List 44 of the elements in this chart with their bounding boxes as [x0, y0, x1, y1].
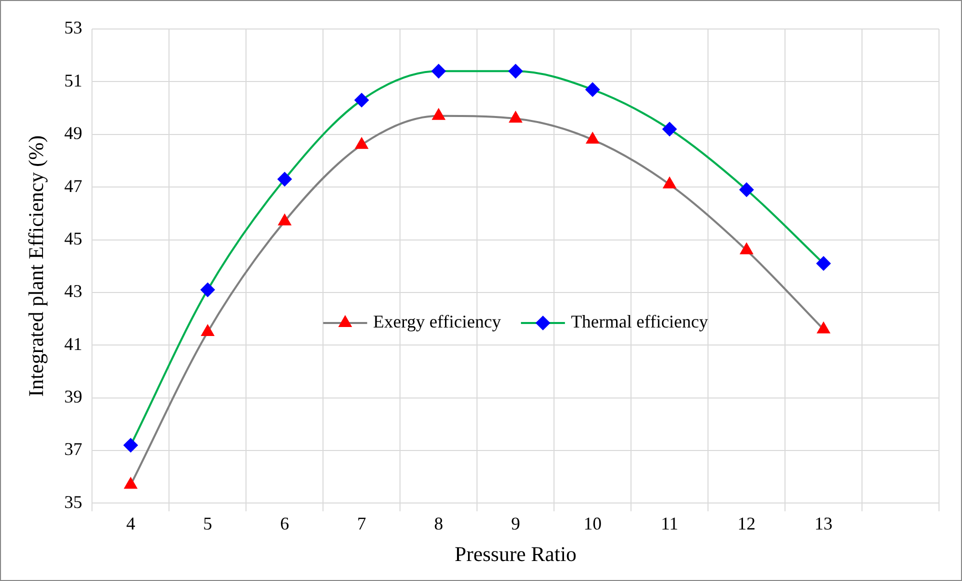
point	[124, 478, 137, 489]
y-tick-label: 43	[64, 281, 82, 302]
point	[355, 138, 368, 149]
point	[509, 112, 522, 123]
x-tick-label: 4	[126, 514, 136, 534]
point	[278, 214, 291, 226]
legend-label: Exergy efficiency	[373, 312, 501, 332]
point	[278, 172, 292, 186]
x-tick-label: 7	[357, 514, 366, 534]
y-tick-label: 45	[64, 228, 82, 248]
x-tick-label: 9	[511, 514, 520, 534]
point	[662, 122, 677, 136]
x-tick-label: 6	[280, 514, 290, 534]
point	[354, 93, 369, 108]
y-tick-label: 53	[64, 18, 82, 38]
x-tick-label: 11	[660, 514, 678, 534]
y-tick-label: 37	[64, 439, 82, 460]
x-tick-label: 8	[434, 514, 444, 534]
legend-label: Thermal efficiency	[570, 312, 708, 332]
y-tick-label: 47	[64, 176, 82, 196]
x-axis-title: Pressure Ratio	[454, 542, 577, 566]
y-tick-label: 49	[64, 123, 82, 144]
point	[740, 243, 753, 254]
y-tick-label: 35	[64, 492, 82, 512]
point	[740, 182, 754, 197]
y-axis-title: Integrated plant Efficiency (%)	[24, 135, 48, 397]
point	[508, 64, 523, 78]
y-tick-label: 41	[64, 334, 82, 354]
point	[816, 256, 831, 270]
point	[663, 177, 676, 188]
y-tick-label: 39	[64, 386, 82, 407]
point	[586, 132, 599, 144]
x-tick-label: 10	[584, 514, 602, 534]
x-tick-label: 13	[814, 514, 833, 534]
point	[201, 324, 214, 336]
point	[124, 438, 138, 452]
x-tick-label: 12	[738, 514, 756, 534]
point	[586, 82, 600, 97]
point	[432, 108, 445, 120]
point	[200, 282, 215, 297]
y-tick-label: 51	[64, 70, 82, 90]
point	[817, 322, 830, 334]
point	[432, 64, 446, 78]
x-tick-label: 5	[203, 514, 212, 534]
